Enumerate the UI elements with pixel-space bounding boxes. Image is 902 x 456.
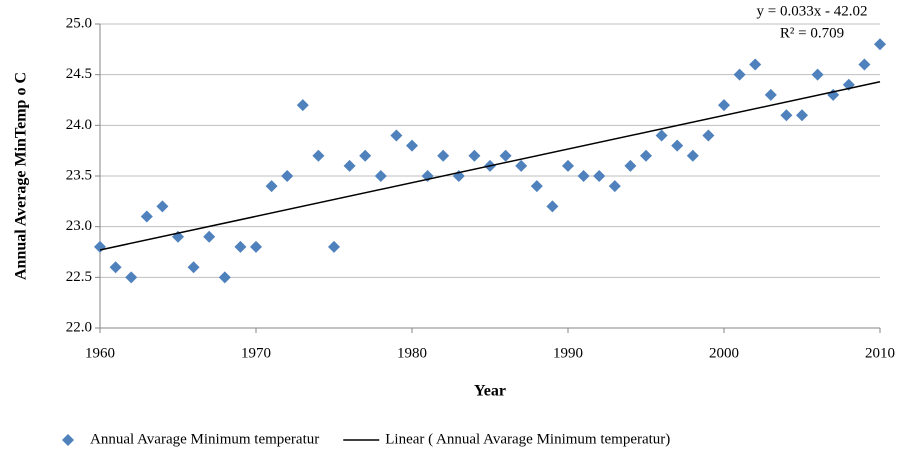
data-point: [218, 271, 231, 284]
data-point: [234, 240, 247, 253]
data-point: [702, 129, 715, 142]
data-point: [156, 200, 169, 213]
legend-marker: [62, 434, 74, 446]
data-point: [374, 170, 387, 182]
data-point: [733, 68, 746, 81]
data-point: [640, 149, 652, 162]
data-point: [811, 68, 824, 81]
data-point: [499, 149, 512, 162]
data-point: [203, 230, 216, 243]
data-point: [468, 149, 481, 162]
data-point: [749, 58, 762, 71]
y-tick-label: 24.0: [66, 117, 92, 133]
x-tick-label: 1970: [241, 345, 271, 361]
data-point: [780, 109, 793, 122]
data-point: [390, 129, 403, 142]
data-point: [250, 240, 262, 253]
x-axis-title: Year: [474, 383, 506, 400]
equation: y = 0.033x - 42.02: [757, 3, 868, 19]
data-point: [312, 149, 325, 162]
data-point: [686, 149, 699, 162]
legend-label: Linear ( Annual Avarage Minimum temperat…: [385, 431, 670, 447]
data-point: [109, 261, 122, 274]
data-point: [655, 129, 668, 142]
x-tick-label: 1980: [397, 345, 427, 361]
data-point: [515, 159, 528, 172]
y-tick-label: 23.0: [66, 218, 92, 234]
data-point: [874, 38, 886, 51]
data-point: [281, 170, 294, 182]
y-tick-label: 22.5: [66, 269, 92, 285]
data-point: [406, 139, 418, 152]
data-point: [530, 180, 543, 193]
data-point: [437, 149, 450, 162]
y-tick-label: 25.0: [66, 15, 92, 31]
data-point: [577, 170, 590, 182]
data-point: [296, 99, 309, 112]
data-point: [764, 88, 777, 101]
data-point: [265, 180, 278, 193]
x-tick-label: 1990: [553, 345, 583, 361]
data-point: [562, 159, 574, 172]
y-tick-label: 22.0: [66, 319, 92, 335]
data-point: [328, 240, 340, 253]
data-point: [858, 58, 871, 71]
data-point: [94, 240, 106, 253]
data-point: [359, 149, 372, 162]
data-point: [624, 159, 637, 172]
data-point: [593, 170, 606, 182]
trendline: [99, 81, 881, 251]
data-point: [546, 200, 559, 213]
r-squared: R² = 0.709: [780, 25, 844, 41]
data-point: [718, 99, 730, 112]
y-axis-title: Annual Average MinTemp o C: [13, 72, 30, 280]
y-tick-label: 24.5: [66, 66, 92, 82]
x-tick-label: 1960: [85, 345, 115, 361]
legend-label: Annual Avarage Minimum temperatur: [90, 431, 319, 447]
x-tick-label: 2010: [865, 345, 895, 361]
data-point: [140, 210, 153, 223]
data-point: [796, 109, 808, 122]
data-point: [343, 159, 356, 172]
data-point: [125, 271, 138, 284]
x-tick-label: 2000: [709, 345, 739, 361]
data-point: [671, 139, 684, 152]
data-point: [608, 180, 621, 193]
y-tick-label: 23.5: [66, 167, 92, 183]
data-point: [187, 261, 200, 274]
